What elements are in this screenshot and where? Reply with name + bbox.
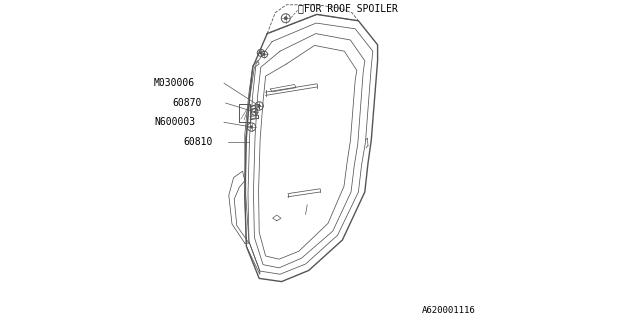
Circle shape [284,17,287,20]
Text: ※FOR ROOF SPOILER: ※FOR ROOF SPOILER [298,3,398,13]
Circle shape [253,111,256,113]
Text: M030006: M030006 [154,78,195,88]
Circle shape [250,126,253,128]
Text: 60810: 60810 [184,137,212,148]
Text: N600003: N600003 [154,117,195,127]
Text: A620001116: A620001116 [422,306,475,315]
Circle shape [264,53,265,55]
Text: 60870: 60870 [172,98,202,108]
Circle shape [260,52,262,54]
Circle shape [258,105,260,107]
